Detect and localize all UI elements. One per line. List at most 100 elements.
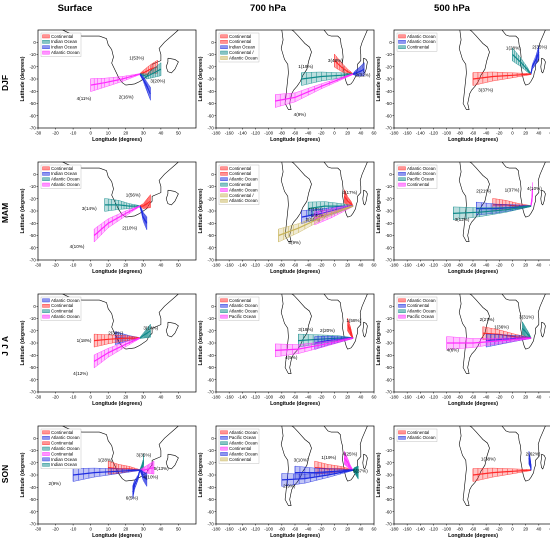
x-tick-label: -20 xyxy=(318,527,325,532)
y-tick-label: -50 xyxy=(29,233,36,238)
cluster-label: 2(14%) xyxy=(306,217,321,222)
x-tick-label: -100 xyxy=(442,263,451,268)
x-tick-label: 10 xyxy=(106,263,111,268)
y-tick-label: -60 xyxy=(29,509,36,514)
x-tick-label: 40 xyxy=(358,527,363,532)
legend-swatch xyxy=(220,171,228,176)
x-tick-label: -40 xyxy=(305,263,312,268)
x-tick-label: -120 xyxy=(429,527,438,532)
cluster-label: 5(13%) xyxy=(154,466,169,471)
legend-entry: Continental xyxy=(51,303,73,308)
x-tick-label: 20 xyxy=(345,527,350,532)
legend-swatch xyxy=(220,56,228,60)
cluster-mean-trajectory xyxy=(90,73,140,86)
cluster-label: 2(21%) xyxy=(476,189,491,194)
cluster-mean-trajectory xyxy=(278,205,354,237)
legend-entry: Pacific Ocean xyxy=(407,177,435,182)
cluster-label: 4(12%) xyxy=(73,371,88,376)
y-tick-label: -50 xyxy=(385,497,392,502)
cluster-label: 1(19%) xyxy=(298,64,313,69)
legend-swatch xyxy=(220,452,228,456)
x-tick-label: -80 xyxy=(279,395,286,400)
cluster-mean-trajectory xyxy=(139,460,144,471)
madagascar-coastline xyxy=(362,453,368,470)
legend-swatch xyxy=(42,436,50,440)
x-tick-label: 20 xyxy=(345,263,350,268)
cluster-label: 3(31%) xyxy=(519,315,534,320)
x-tick-label: 0 xyxy=(511,395,514,400)
x-tick-label: 40 xyxy=(536,131,541,136)
y-tick-label: -40 xyxy=(29,353,36,358)
legend-entry: Atlantic Ocean xyxy=(407,309,436,314)
x-tick-label: -140 xyxy=(416,131,425,136)
y-tick-label: -20 xyxy=(29,460,36,465)
legend-swatch xyxy=(220,166,228,171)
cluster-label: 2(27%) xyxy=(480,317,495,322)
x-tick-label: -120 xyxy=(429,263,438,268)
x-tick-label: -40 xyxy=(483,131,490,136)
cluster-mean-trajectory xyxy=(139,73,151,94)
africa-coastline xyxy=(62,30,179,86)
x-tick-label: -40 xyxy=(483,527,490,532)
y-tick-label: -40 xyxy=(207,485,214,490)
x-tick-label: -140 xyxy=(238,395,247,400)
y-tick-label: -40 xyxy=(207,221,214,226)
madagascar-coastline xyxy=(165,453,179,470)
row-label: DJF xyxy=(0,75,10,91)
legend-entry: Indian Ocean xyxy=(51,171,78,176)
south-america-coastline xyxy=(458,294,490,374)
legend-swatch xyxy=(398,309,406,314)
africa-coastline xyxy=(501,426,546,482)
cluster-label: 2(32%) xyxy=(356,73,371,78)
legend-swatch xyxy=(42,34,50,39)
legend-swatch xyxy=(42,452,50,456)
cluster-mean-trajectory xyxy=(352,469,359,474)
x-tick-label: 0 xyxy=(89,263,92,268)
cluster-mean-trajectory xyxy=(275,73,354,102)
legend-swatch xyxy=(220,298,228,303)
south-america-coastline xyxy=(280,30,312,110)
y-tick-label: -20 xyxy=(29,328,36,333)
africa-coastline xyxy=(501,162,546,218)
x-tick-label: 30 xyxy=(141,527,146,532)
y-tick-label: -70 xyxy=(207,258,214,263)
x-tick-label: -20 xyxy=(52,395,59,400)
legend-swatch xyxy=(398,40,406,44)
plot-frame xyxy=(37,425,197,525)
y-tick-label: -10 xyxy=(385,316,392,321)
x-tick-label: -100 xyxy=(442,395,451,400)
x-axis-label: Longitude (degrees) xyxy=(92,137,142,143)
x-tick-label: -60 xyxy=(470,527,477,532)
x-tick-label: -60 xyxy=(470,263,477,268)
legend-entry: Continental xyxy=(51,451,73,456)
legend-entry: Continental xyxy=(407,182,429,187)
x-axis-label: Longitude (degrees) xyxy=(448,401,498,407)
madagascar-coastline xyxy=(540,189,546,206)
cluster-label: 4(11%) xyxy=(77,96,92,101)
madagascar-coastline xyxy=(165,321,179,338)
x-tick-label: -120 xyxy=(429,395,438,400)
panel-jja-500hpa: 3(31%) 2(27%) 1(36%) 4(6%) Atlantic OceanCon… xyxy=(376,293,550,407)
x-tick-label: -80 xyxy=(279,131,286,136)
x-tick-label: -40 xyxy=(305,395,312,400)
cluster-mean-trajectory xyxy=(139,469,148,481)
legend-swatch xyxy=(398,45,406,49)
cluster-label: 3(10%) xyxy=(294,458,309,463)
x-tick-label: -10 xyxy=(70,131,77,136)
legend-entry: Continental xyxy=(51,34,73,39)
legend-swatch xyxy=(398,314,406,319)
y-tick-label: -60 xyxy=(207,377,214,382)
x-tick-label: 20 xyxy=(345,395,350,400)
x-tick-label: -60 xyxy=(470,395,477,400)
y-tick-label: -70 xyxy=(207,390,214,395)
legend-swatch xyxy=(42,314,50,319)
legend-entry: Pacific Ocean xyxy=(407,314,435,319)
y-tick-label: -70 xyxy=(207,522,214,527)
y-tick-label: -60 xyxy=(29,245,36,250)
x-tick-label: -20 xyxy=(318,263,325,268)
x-tick-label: -80 xyxy=(457,131,464,136)
x-axis-label: Longitude (degrees) xyxy=(92,533,142,539)
legend-entry: Atlantic Ocean xyxy=(51,50,80,55)
